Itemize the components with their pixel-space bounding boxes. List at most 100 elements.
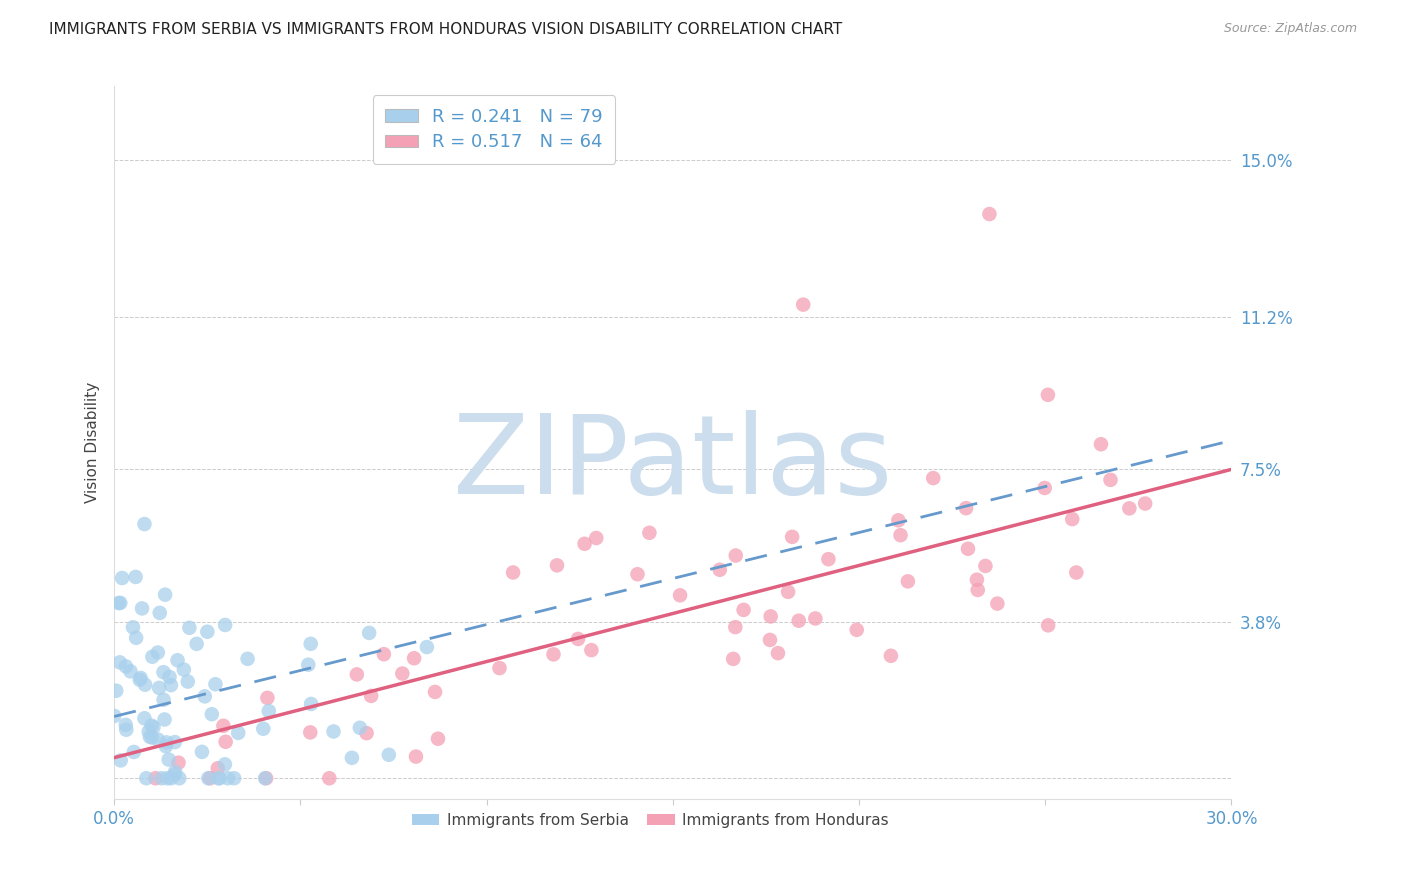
- Point: [150, 771, 173, 785]
- Point: [157, 753, 180, 767]
- Point: [217, 771, 239, 785]
- Point: [889, 528, 911, 542]
- Point: [427, 731, 450, 746]
- Point: [135, 771, 157, 785]
- Point: [191, 745, 214, 759]
- Point: [236, 652, 259, 666]
- Point: [723, 652, 745, 666]
- Point: [567, 632, 589, 646]
- Point: [207, 771, 229, 785]
- Point: [1036, 388, 1059, 402]
- Point: [669, 588, 692, 602]
- Point: [299, 697, 322, 711]
- Point: [153, 588, 176, 602]
- Point: [322, 724, 344, 739]
- Point: [152, 692, 174, 706]
- Point: [759, 609, 782, 624]
- Point: [148, 681, 170, 695]
- Point: [845, 623, 868, 637]
- Point: [299, 725, 322, 739]
- Point: [122, 745, 145, 759]
- Point: [197, 771, 219, 785]
- Point: [129, 671, 152, 685]
- Point: [110, 596, 132, 610]
- Point: [416, 640, 439, 654]
- Point: [198, 771, 221, 785]
- Legend: Immigrants from Serbia, Immigrants from Honduras: Immigrants from Serbia, Immigrants from …: [406, 806, 896, 834]
- Point: [256, 690, 278, 705]
- Point: [146, 732, 169, 747]
- Point: [105, 683, 128, 698]
- Point: [922, 471, 945, 485]
- Point: [163, 735, 186, 749]
- Point: [787, 614, 810, 628]
- Point: [128, 673, 150, 687]
- Point: [318, 771, 340, 785]
- Point: [1033, 481, 1056, 495]
- Point: [405, 749, 427, 764]
- Point: [165, 764, 187, 779]
- Point: [195, 624, 218, 639]
- Point: [724, 549, 747, 563]
- Point: [1133, 496, 1156, 510]
- Point: [423, 685, 446, 699]
- Text: Source: ZipAtlas.com: Source: ZipAtlas.com: [1223, 22, 1357, 36]
- Point: [155, 739, 177, 754]
- Point: [134, 517, 156, 532]
- Point: [404, 651, 426, 665]
- Point: [146, 646, 169, 660]
- Point: [226, 726, 249, 740]
- Point: [759, 632, 782, 647]
- Point: [115, 659, 138, 673]
- Point: [766, 646, 789, 660]
- Point: [138, 724, 160, 739]
- Point: [159, 670, 181, 684]
- Point: [145, 771, 167, 785]
- Point: [880, 648, 903, 663]
- Point: [297, 657, 319, 672]
- Point: [224, 771, 246, 785]
- Point: [214, 735, 236, 749]
- Point: [356, 726, 378, 740]
- Point: [160, 678, 183, 692]
- Point: [955, 501, 977, 516]
- Point: [804, 611, 827, 625]
- Point: [724, 620, 747, 634]
- Point: [360, 689, 382, 703]
- Point: [155, 735, 177, 749]
- Point: [709, 563, 731, 577]
- Point: [1090, 437, 1112, 451]
- Point: [974, 558, 997, 573]
- Point: [254, 771, 277, 785]
- Point: [139, 730, 162, 744]
- Point: [585, 531, 607, 545]
- Point: [201, 707, 224, 722]
- Point: [177, 674, 200, 689]
- Point: [111, 571, 134, 585]
- Point: [153, 713, 176, 727]
- Point: [103, 709, 125, 723]
- Point: [254, 771, 277, 785]
- Point: [208, 771, 231, 785]
- Point: [488, 661, 510, 675]
- Text: IMMIGRANTS FROM SERBIA VS IMMIGRANTS FROM HONDURAS VISION DISABILITY CORRELATION: IMMIGRANTS FROM SERBIA VS IMMIGRANTS FRO…: [49, 22, 842, 37]
- Point: [207, 761, 229, 775]
- Point: [125, 631, 148, 645]
- Point: [581, 643, 603, 657]
- Point: [214, 618, 236, 632]
- Point: [149, 606, 172, 620]
- Y-axis label: Vision Disability: Vision Disability: [86, 382, 100, 503]
- Point: [142, 720, 165, 734]
- Point: [141, 649, 163, 664]
- Point: [257, 704, 280, 718]
- Point: [626, 567, 648, 582]
- Text: ZIPatlas: ZIPatlas: [453, 410, 893, 517]
- Point: [163, 767, 186, 781]
- Point: [574, 537, 596, 551]
- Point: [166, 653, 188, 667]
- Point: [173, 663, 195, 677]
- Point: [124, 570, 146, 584]
- Point: [1099, 473, 1122, 487]
- Point: [340, 751, 363, 765]
- Point: [373, 647, 395, 661]
